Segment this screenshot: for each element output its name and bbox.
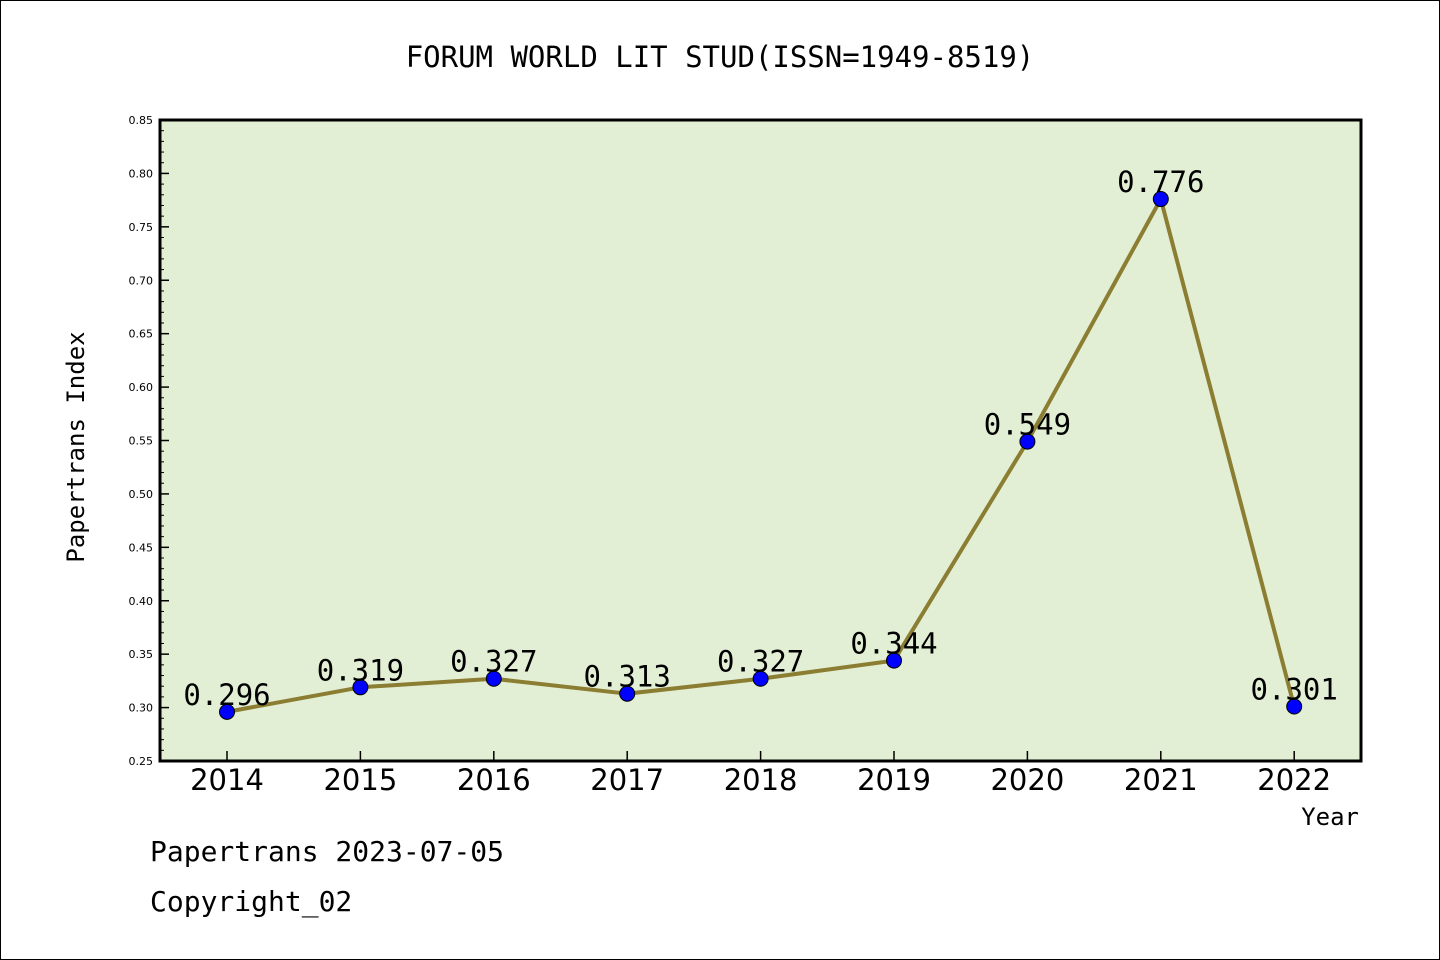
- x-tick-label: 2017: [590, 763, 664, 797]
- y-tick-label: 0.65: [129, 328, 154, 341]
- footer-date: Papertrans 2023-07-05: [150, 835, 505, 868]
- data-label: 0.776: [1117, 165, 1204, 199]
- x-tick-label: 2014: [190, 763, 264, 797]
- data-point: [1286, 698, 1303, 715]
- x-tick-label: 2016: [457, 763, 531, 797]
- x-tick-label: 2020: [990, 763, 1064, 797]
- chart-title: FORUM WORLD LIT STUD(ISSN=1949-8519): [406, 40, 1035, 74]
- data-label: 0.327: [450, 645, 537, 679]
- data-point: [485, 670, 502, 687]
- y-tick-label: 0.55: [129, 435, 154, 448]
- plot-area: [158, 118, 1363, 763]
- data-point: [886, 652, 902, 669]
- y-tick-label: 0.85: [129, 114, 154, 127]
- x-tick-label: 2015: [323, 763, 397, 797]
- data-point: [1152, 191, 1169, 208]
- data-label: 0.296: [183, 678, 270, 712]
- data-label: 0.319: [317, 653, 404, 687]
- x-axis-label: Year: [1301, 803, 1359, 831]
- data-label: 0.327: [717, 645, 804, 679]
- y-tick-label: 0.30: [129, 702, 154, 715]
- data-labels: 0.296 0.319 0.327 0.313 0.327 0.344 0.549 0.776…: [183, 165, 1338, 712]
- x-tick-label: 2018: [724, 763, 798, 797]
- x-tick-label: 2019: [857, 763, 931, 797]
- data-point: [219, 703, 235, 720]
- data-label: 0.344: [850, 627, 937, 661]
- y-axis-label: Papertrans Index: [62, 331, 90, 562]
- x-tick-label: 2021: [1124, 763, 1198, 797]
- data-point: [352, 679, 369, 696]
- x-axis: 2014 2015 2016 2017 2018 2019 2020 2021 2022: [190, 751, 1331, 797]
- y-tick-label: 0.40: [129, 595, 154, 608]
- data-label: 0.313: [584, 660, 671, 694]
- data-label: 0.549: [984, 408, 1071, 442]
- y-tick-label: 0.70: [129, 274, 154, 287]
- y-tick-label: 0.80: [129, 167, 154, 180]
- data-point: [619, 685, 636, 702]
- y-tick-label: 0.75: [129, 221, 154, 234]
- y-tick-label: 0.60: [129, 381, 154, 394]
- y-tick-label: 0.50: [129, 488, 154, 501]
- y-tick-label: 0.25: [129, 755, 154, 768]
- footer-copyright: Copyright_02: [150, 885, 353, 918]
- y-axis: 0.25 0.30 0.35 0.40 0.45 0.50 0.55 0.60 0.65 0.70…: [129, 114, 169, 768]
- series: [219, 191, 1303, 720]
- data-point: [752, 670, 769, 687]
- y-tick-label: 0.35: [129, 648, 154, 661]
- data-label: 0.301: [1251, 673, 1338, 707]
- x-tick-label: 2022: [1257, 763, 1331, 797]
- data-point: [1019, 433, 1036, 450]
- y-tick-label: 0.45: [129, 541, 154, 554]
